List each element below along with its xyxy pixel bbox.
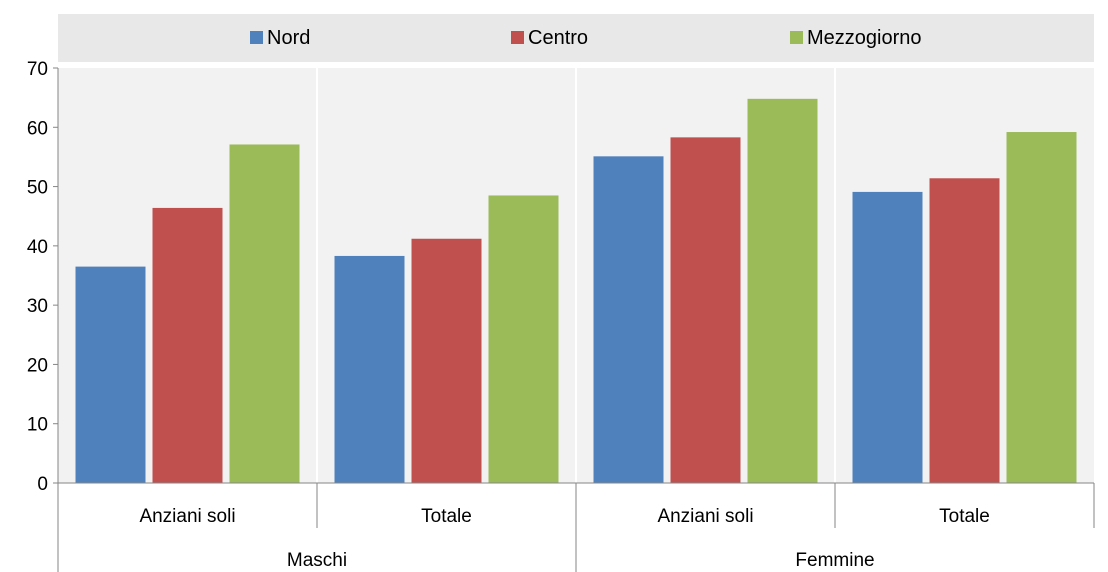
- bar-nord-1: [75, 266, 146, 483]
- bar-mezzogiorno-3: [747, 98, 818, 483]
- bars: [75, 98, 1077, 484]
- bar-nord-2: [334, 255, 405, 483]
- group-label: Maschi: [287, 550, 347, 571]
- bar-mezzogiorno-1: [229, 144, 300, 483]
- bar-centro-1: [152, 207, 223, 483]
- legend-swatch-mezzogiorno: [790, 31, 803, 44]
- y-tick-label: 30: [27, 296, 48, 317]
- category-label: Totale: [421, 506, 472, 527]
- legend-band: [58, 14, 1094, 62]
- x-axis-labels: Anziani soli Totale Anziani soli Totale Masc…: [139, 506, 989, 571]
- legend-swatch-nord: [250, 31, 263, 44]
- bar-nord-4: [852, 191, 923, 483]
- category-separators: [316, 68, 836, 483]
- y-tick-label: 60: [27, 118, 48, 139]
- legend-label-centro: Centro: [528, 27, 588, 49]
- legend: Nord Centro Mezzogiorno: [250, 27, 922, 49]
- category-label: Totale: [939, 506, 990, 527]
- y-tick-label: 50: [27, 178, 48, 199]
- bar-mezzogiorno-2: [488, 195, 559, 483]
- legend-label-mezzogiorno: Mezzogiorno: [807, 27, 922, 49]
- y-tick-label: 20: [27, 355, 48, 376]
- bar-centro-3: [670, 137, 741, 483]
- axes: [53, 68, 1095, 572]
- group-label: Femmine: [795, 550, 874, 571]
- bar-centro-2: [411, 238, 482, 483]
- y-tick-label: 0: [37, 474, 48, 495]
- y-tick-label: 10: [27, 415, 48, 436]
- legend-swatch-centro: [511, 31, 524, 44]
- bar-mezzogiorno-4: [1006, 132, 1077, 483]
- legend-label-nord: Nord: [267, 27, 310, 49]
- y-tick-label: 40: [27, 237, 48, 258]
- y-axis-ticks: 0 10 20 30 40 50 60 70: [27, 59, 58, 495]
- y-tick-label: 70: [27, 59, 48, 80]
- category-label: Anziani soli: [657, 506, 753, 527]
- bar-nord-3: [593, 156, 664, 484]
- bar-centro-4: [929, 178, 1000, 483]
- category-label: Anziani soli: [139, 506, 235, 527]
